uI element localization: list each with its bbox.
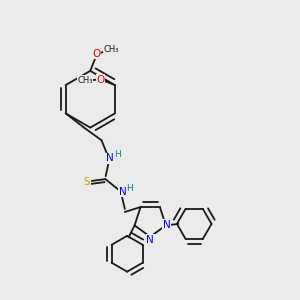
Text: S: S bbox=[84, 177, 90, 187]
Text: H: H bbox=[114, 150, 121, 159]
Text: N: N bbox=[118, 187, 126, 197]
Text: N: N bbox=[163, 220, 171, 230]
Text: N: N bbox=[146, 235, 154, 245]
Text: CH₃: CH₃ bbox=[103, 46, 119, 55]
Text: N: N bbox=[106, 153, 114, 163]
Text: CH₃: CH₃ bbox=[77, 76, 93, 85]
Text: O: O bbox=[93, 49, 101, 58]
Text: H: H bbox=[126, 184, 133, 193]
Text: O: O bbox=[96, 75, 105, 85]
